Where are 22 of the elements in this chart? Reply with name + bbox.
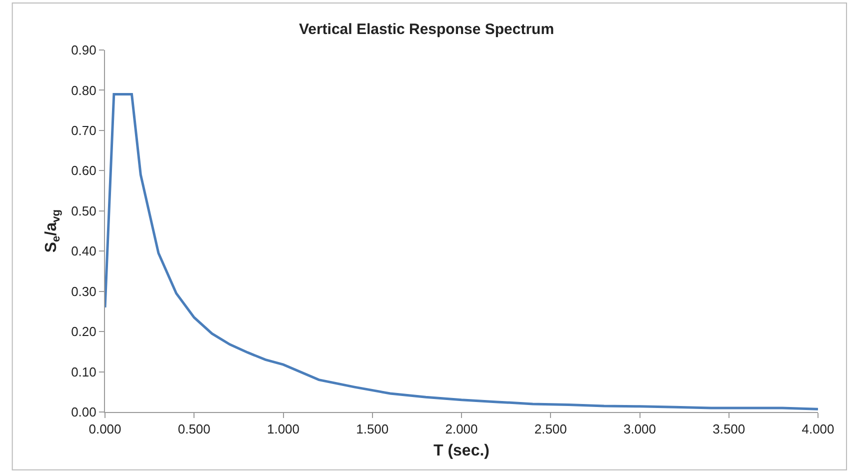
y-tick-label: 0.30: [71, 284, 96, 299]
x-tick-label: 2.000: [445, 422, 478, 437]
x-tick-label: 1.500: [356, 422, 389, 437]
y-tick-label: 0.20: [71, 324, 96, 340]
x-axis-title: T (sec.): [433, 442, 490, 460]
y-tick-label: 0.70: [71, 122, 96, 138]
x-tick-label: 2.500: [534, 422, 567, 437]
line-series: [105, 92, 818, 410]
x-tick-label: 0.500: [178, 422, 210, 437]
x-tick-label: 4.000: [802, 422, 834, 437]
y-tick-label: 0.00: [71, 404, 96, 420]
x-tick-label: 3.500: [712, 422, 746, 437]
y-tick-label: 0.60: [71, 163, 96, 178]
x-tick-label: 1.000: [266, 422, 300, 437]
chart-title: Vertical Elastic Response Spectrum: [298, 21, 554, 38]
y-tick-label: 0.90: [71, 42, 96, 58]
y-tick-label: 0.40: [71, 244, 96, 259]
x-tick-label: 3.000: [623, 422, 656, 437]
y-tick-label: 0.10: [71, 364, 96, 380]
x-tick-label: 0.000: [88, 422, 122, 437]
y-tick-label: 0.50: [71, 203, 96, 218]
y-tick-label: 0.80: [71, 82, 96, 98]
